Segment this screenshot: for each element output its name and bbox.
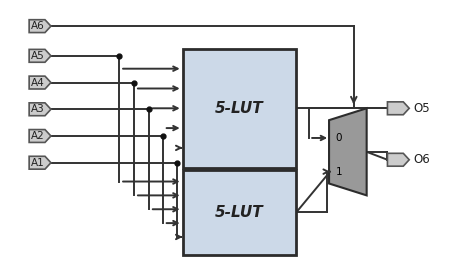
Bar bbox=[182, 49, 296, 168]
Text: O5: O5 bbox=[413, 102, 430, 115]
Polygon shape bbox=[29, 156, 51, 169]
Text: A1: A1 bbox=[31, 158, 45, 168]
Polygon shape bbox=[29, 76, 51, 89]
Text: A4: A4 bbox=[31, 78, 45, 88]
Text: 5-LUT: 5-LUT bbox=[215, 101, 264, 116]
Text: A3: A3 bbox=[31, 104, 45, 114]
Polygon shape bbox=[329, 108, 367, 195]
Polygon shape bbox=[29, 20, 51, 33]
Bar bbox=[182, 170, 296, 255]
Text: 5-LUT: 5-LUT bbox=[215, 205, 264, 220]
Text: 0: 0 bbox=[336, 133, 342, 143]
Text: A2: A2 bbox=[31, 131, 45, 141]
Text: A6: A6 bbox=[31, 21, 45, 31]
Polygon shape bbox=[29, 103, 51, 116]
Polygon shape bbox=[29, 129, 51, 143]
Text: A5: A5 bbox=[31, 51, 45, 61]
Polygon shape bbox=[29, 50, 51, 62]
Polygon shape bbox=[387, 102, 409, 115]
Text: O6: O6 bbox=[413, 153, 430, 166]
Polygon shape bbox=[387, 153, 409, 166]
Text: 1: 1 bbox=[336, 167, 342, 177]
